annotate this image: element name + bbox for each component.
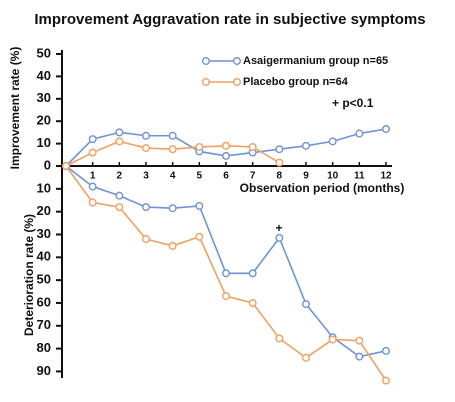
x-tick-label: 10 — [327, 171, 339, 182]
data-point — [168, 204, 177, 213]
data-point — [302, 141, 311, 150]
y-tick-label: 10 — [37, 180, 51, 195]
data-point — [355, 352, 364, 361]
data-point — [168, 131, 177, 140]
legend-label: Placebo group n=64 — [243, 76, 349, 88]
data-point — [275, 233, 284, 242]
data-point — [221, 151, 230, 160]
data-point — [88, 198, 97, 207]
x-tick-label: 5 — [197, 171, 203, 182]
chart-title: Improvement Aggravation rate in subjecti… — [34, 11, 425, 28]
annotation: + p<0.1 — [332, 96, 374, 110]
data-point — [302, 353, 311, 362]
data-point — [115, 191, 124, 200]
x-tick-label: 8 — [277, 171, 283, 182]
legend-marker — [201, 77, 210, 86]
x-tick-label: 11 — [354, 171, 365, 182]
y-tick-label: 0 — [44, 157, 51, 172]
data-point — [328, 137, 337, 146]
annotation: + — [275, 221, 282, 235]
y-tick-label: 20 — [37, 113, 51, 128]
data-point — [275, 334, 284, 343]
data-point — [275, 145, 284, 154]
data-point — [168, 241, 177, 250]
x-tick-label: 7 — [250, 171, 256, 182]
data-point — [248, 269, 257, 278]
data-point — [302, 300, 311, 309]
y-tick-label: 60 — [37, 294, 51, 309]
y-tick-label: 30 — [37, 90, 51, 105]
x-tick-label: 4 — [170, 171, 176, 182]
data-point — [328, 335, 337, 344]
y-tick-label: 70 — [37, 317, 51, 332]
x-tick-label: 3 — [143, 171, 149, 182]
y-tick-label: 40 — [37, 68, 51, 83]
data-point — [115, 137, 124, 146]
data-point — [195, 142, 204, 151]
data-point — [382, 125, 391, 134]
legend-marker — [232, 57, 241, 66]
data-point — [221, 141, 230, 150]
y-axis-label: Deterioration rate (%) — [22, 214, 36, 336]
y-tick-label: 50 — [37, 45, 51, 60]
data-point — [248, 142, 257, 151]
data-point — [275, 158, 284, 167]
y-axis-label: Improvement rate (%) — [8, 47, 22, 170]
data-point — [355, 129, 364, 138]
data-point — [382, 376, 391, 385]
y-tick-label: 10 — [37, 135, 51, 150]
y-tick-label: 40 — [37, 249, 51, 264]
data-point — [141, 203, 150, 212]
data-point — [355, 336, 364, 345]
y-tick-label: 30 — [37, 226, 51, 241]
data-point — [88, 148, 97, 157]
data-point — [88, 135, 97, 144]
data-point — [141, 131, 150, 140]
data-point — [141, 144, 150, 153]
data-point — [248, 298, 257, 307]
legend-marker — [201, 57, 210, 66]
data-point — [221, 292, 230, 301]
legend-marker — [232, 77, 241, 86]
data-point — [382, 346, 391, 355]
data-point — [221, 269, 230, 278]
data-point — [195, 232, 204, 241]
x-tick-label: 2 — [117, 171, 123, 182]
data-point — [62, 161, 71, 170]
data-point — [88, 182, 97, 191]
y-tick-label: 90 — [37, 363, 51, 378]
x-tick-label: 1 — [90, 171, 96, 182]
data-point — [195, 201, 204, 210]
y-tick-label: 20 — [37, 203, 51, 218]
data-point — [168, 145, 177, 154]
x-axis-label: Observation period (months) — [240, 181, 405, 195]
x-tick-label: 6 — [223, 171, 229, 182]
x-tick-label: 9 — [303, 171, 309, 182]
y-tick-label: 80 — [37, 340, 51, 355]
data-point — [115, 128, 124, 137]
data-point — [115, 203, 124, 212]
data-point — [141, 235, 150, 244]
y-tick-label: 50 — [37, 272, 51, 287]
x-tick-label: 12 — [380, 171, 392, 182]
legend-label: Asaigermanium group n=65 — [243, 55, 388, 67]
